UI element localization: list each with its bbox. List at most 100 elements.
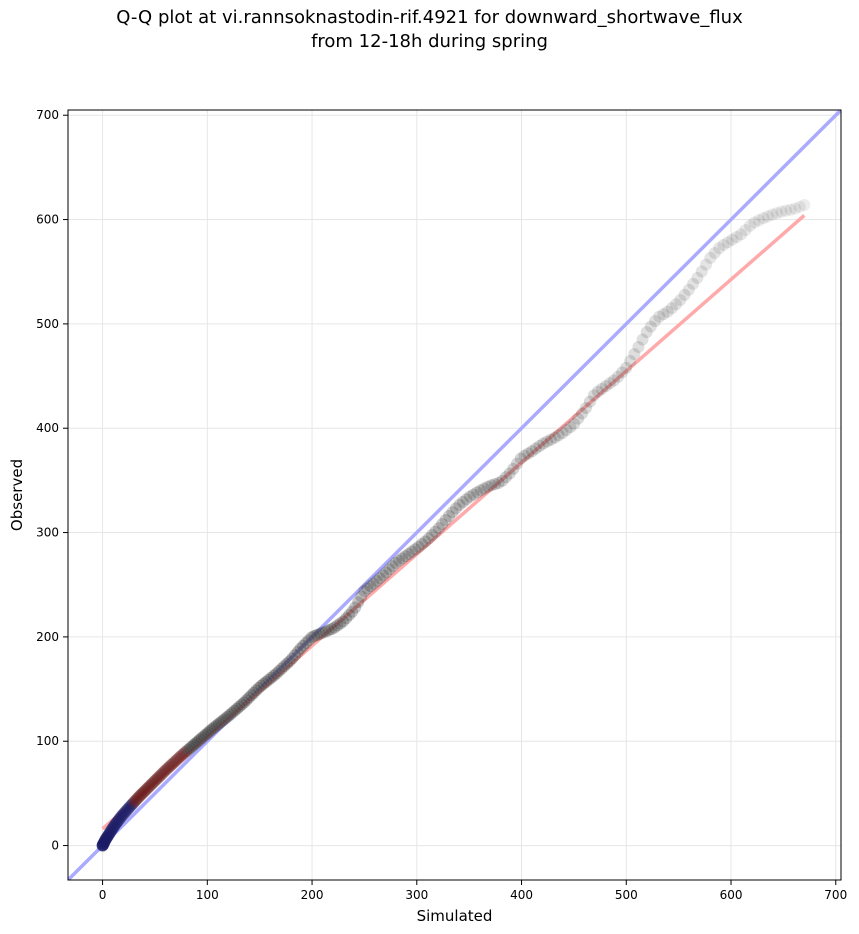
qq-point	[286, 652, 299, 665]
qq-point	[367, 577, 380, 590]
qq-point	[695, 265, 708, 278]
qq-point	[541, 435, 554, 448]
qq-point	[111, 815, 124, 828]
qq-point	[426, 529, 439, 542]
qq-point	[191, 735, 204, 748]
qq-point	[579, 401, 592, 414]
qq-point	[101, 830, 114, 843]
qq-point	[587, 389, 600, 402]
qq-point	[503, 467, 516, 480]
qq-point	[97, 837, 110, 850]
qq-point	[364, 580, 377, 593]
qq-point	[334, 617, 347, 630]
qq-point	[163, 760, 176, 773]
qq-point	[739, 224, 752, 237]
qq-point	[275, 662, 288, 675]
qq-point	[429, 525, 442, 538]
qq-point	[665, 302, 678, 315]
qq-point	[255, 679, 268, 692]
qq-point	[383, 563, 396, 576]
qq-point	[267, 669, 280, 682]
qq-point	[107, 821, 120, 834]
qq-point	[117, 807, 130, 820]
y-tick-label: 300	[36, 526, 59, 540]
qq-point	[544, 433, 557, 446]
qq-point	[233, 700, 246, 713]
qq-point	[185, 740, 198, 753]
qq-point	[446, 506, 459, 519]
qq-point	[132, 791, 145, 804]
qq-point	[349, 601, 362, 614]
qq-point	[102, 828, 115, 841]
qq-point	[780, 204, 793, 217]
qq-point	[325, 623, 338, 636]
qq-point	[108, 820, 121, 833]
qq-point	[289, 649, 302, 662]
qq-point	[471, 486, 484, 499]
qq-point	[340, 612, 353, 625]
qq-point	[478, 482, 491, 495]
qq-point	[583, 395, 596, 408]
qq-point	[116, 808, 129, 821]
grid	[68, 110, 841, 880]
qq-point	[443, 509, 456, 522]
qq-point	[735, 228, 748, 241]
qq-point	[151, 772, 164, 785]
qq-point	[143, 779, 156, 792]
qq-point	[798, 198, 811, 211]
x-tick-label: 400	[510, 888, 533, 902]
x-tick-label: 200	[301, 888, 324, 902]
qq-point	[221, 710, 234, 723]
qq-point	[129, 794, 142, 807]
qq-point	[595, 382, 608, 395]
qq-point	[748, 216, 761, 229]
qq-point	[176, 748, 189, 761]
qq-point	[640, 326, 653, 339]
qq-point	[153, 770, 166, 783]
qq-point	[128, 795, 141, 808]
qq-point	[200, 728, 213, 741]
qq-point	[460, 493, 473, 506]
qq-point	[123, 801, 136, 814]
qq-point	[373, 572, 386, 585]
qq-point	[568, 417, 581, 430]
qq-point	[215, 715, 228, 728]
x-tick-label: 300	[405, 888, 428, 902]
qq-point	[150, 773, 163, 786]
qq-point	[529, 442, 542, 455]
qq-point	[158, 765, 171, 778]
qq-point	[328, 621, 341, 634]
qq-point	[260, 675, 273, 688]
qq-point	[775, 205, 788, 218]
qq-point	[485, 479, 498, 492]
y-tick-label: 0	[51, 839, 59, 853]
qq-point	[439, 514, 452, 527]
qq-point	[135, 788, 148, 801]
qq-point	[250, 684, 263, 697]
qq-point	[242, 691, 255, 704]
qq-point	[726, 233, 739, 246]
qq-point	[181, 743, 194, 756]
axes-frame	[67, 109, 842, 881]
qq-point	[761, 210, 774, 223]
qq-point	[146, 776, 159, 789]
qq-point	[193, 733, 206, 746]
qq-point	[106, 822, 119, 835]
qq-point	[409, 543, 422, 556]
qq-point	[316, 626, 329, 639]
qq-point	[370, 575, 383, 588]
x-tick-label: 100	[196, 888, 219, 902]
qq-point	[174, 750, 187, 763]
qq-point	[97, 837, 110, 850]
qq-point	[453, 498, 466, 511]
qq-point	[265, 671, 278, 684]
qq-point	[103, 827, 116, 840]
qq-point	[148, 775, 161, 788]
qq-point	[100, 831, 113, 844]
y-tick-label: 200	[36, 630, 59, 644]
qq-point	[514, 452, 527, 465]
y-tick-label: 400	[36, 421, 59, 435]
qq-point	[616, 366, 629, 379]
qq-point	[109, 817, 122, 830]
qq-point	[280, 657, 293, 670]
